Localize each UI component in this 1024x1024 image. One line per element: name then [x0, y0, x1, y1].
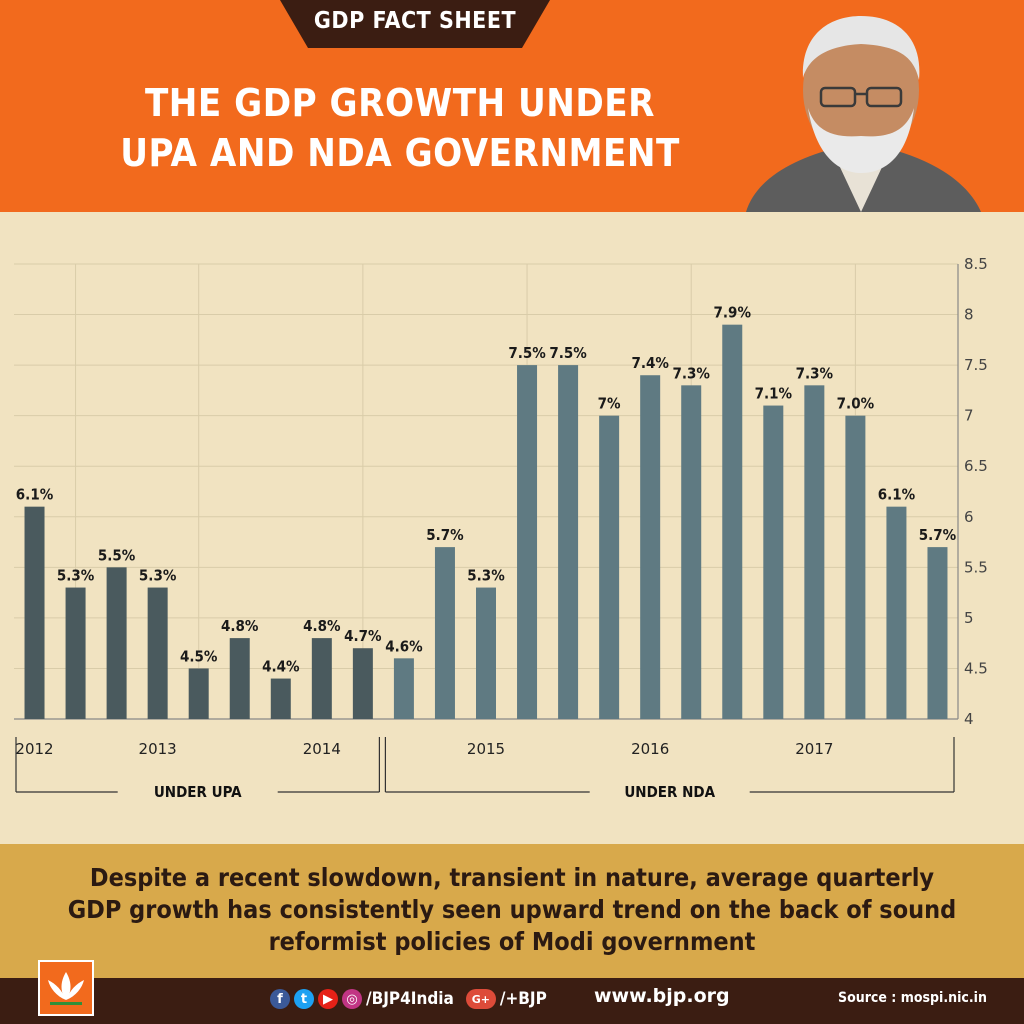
title-line-2: UPA AND NDA GOVERNMENT	[120, 131, 680, 175]
bar	[517, 365, 538, 719]
y-tick-label: 6.5	[964, 457, 988, 475]
y-tick-label: 8	[964, 306, 974, 324]
y-tick-label: 7.5	[964, 356, 988, 374]
google-plus-handle[interactable]: /+BJP	[499, 989, 547, 1009]
summary-text: Despite a recent slowdown, transient in …	[60, 862, 964, 958]
bar-data-label: 4.8%	[303, 617, 341, 635]
bar	[24, 506, 45, 719]
fact-sheet-label: GDP FACT SHEET	[313, 8, 517, 34]
bar-data-label: 7%	[598, 395, 621, 413]
footer-bar	[0, 978, 1024, 1024]
bar	[393, 658, 414, 719]
bar-data-label: 7.5%	[508, 344, 546, 362]
bar-data-label: 4.8%	[221, 617, 259, 635]
year-label: 2016	[631, 740, 669, 758]
gdp-bar-chart: 8.587.576.565.554.546.1%5.3%5.5%5.3%4.5%…	[14, 255, 988, 801]
bar	[188, 668, 209, 719]
bar-data-label: 7.3%	[672, 364, 710, 382]
group-label: UNDER UPA	[154, 783, 242, 801]
title-line-1: THE GDP GROWTH UNDER	[144, 81, 655, 125]
tab-shape	[280, 0, 550, 48]
y-tick-label: 8.5	[964, 255, 988, 273]
bar	[65, 587, 86, 719]
bar-data-label: 6.1%	[16, 486, 54, 504]
bar-data-label: 7.5%	[549, 344, 587, 362]
year-label: 2015	[467, 740, 505, 758]
bar	[886, 506, 907, 719]
bar-data-label: 5.7%	[426, 526, 464, 544]
party-logo	[38, 960, 94, 1016]
year-label: 2012	[15, 740, 53, 758]
summary-band: Despite a recent slowdown, transient in …	[0, 844, 1024, 978]
bar-data-label: 5.5%	[98, 546, 136, 564]
summary-line-2: GDP growth has consistently seen upward …	[67, 895, 957, 924]
facebook-icon[interactable]: f	[270, 989, 290, 1009]
bar-data-label: 4.7%	[344, 627, 382, 645]
bar	[106, 567, 127, 719]
bar	[804, 385, 825, 719]
y-tick-label: 4.5	[964, 659, 988, 677]
y-tick-label: 5	[964, 609, 974, 627]
y-tick-label: 6	[964, 508, 974, 526]
fact-sheet-tab: GDP FACT SHEET	[280, 0, 550, 48]
year-label: 2013	[139, 740, 177, 758]
bar-data-label: 7.0%	[837, 395, 875, 413]
bar	[763, 405, 784, 719]
year-label: 2014	[303, 740, 341, 758]
y-tick-label: 7	[964, 407, 974, 425]
bar	[229, 638, 250, 719]
website-link[interactable]: www.bjp.org	[594, 985, 730, 1007]
bar	[352, 648, 373, 719]
source-credit: Source : mospi.nic.in	[838, 990, 987, 1006]
bar	[599, 415, 620, 719]
bar-data-label: 5.3%	[467, 567, 505, 585]
bar	[476, 587, 496, 719]
bar-data-label: 4.5%	[180, 647, 218, 665]
lotus-icon	[48, 972, 84, 1005]
y-tick-label: 4	[964, 710, 974, 728]
bar-data-label: 7.9%	[714, 304, 752, 322]
social-links: f t ▶ ◎ /BJP4India G+ /+BJP	[270, 987, 547, 1011]
twitter-icon[interactable]: t	[294, 989, 314, 1009]
bar-data-label: 4.4%	[262, 658, 300, 676]
bar-data-label: 7.3%	[796, 364, 834, 382]
bar	[270, 678, 291, 719]
instagram-icon[interactable]: ◎	[342, 989, 362, 1009]
page-title: THE GDP GROWTH UNDER UPA AND NDA GOVERNM…	[120, 78, 680, 178]
header-banner: GDP FACT SHEET THE GDP GROWTH UNDER UPA …	[0, 0, 1024, 212]
bar-data-label: 4.6%	[385, 637, 423, 655]
bar	[311, 638, 332, 719]
youtube-icon[interactable]: ▶	[318, 989, 338, 1009]
bar-data-label: 5.3%	[139, 567, 177, 585]
social-handle[interactable]: /BJP4India	[366, 989, 454, 1009]
bar	[640, 375, 661, 719]
google-plus-icon[interactable]: G+	[465, 989, 496, 1009]
summary-line-3: reformist policies of Modi government	[268, 927, 756, 956]
bar-data-label: 5.7%	[919, 526, 957, 544]
bar-data-label: 7.1%	[755, 385, 793, 403]
year-label: 2017	[795, 740, 833, 758]
bar-data-label: 6.1%	[878, 486, 916, 504]
portrait-image	[746, 16, 981, 212]
bar-data-label: 5.3%	[57, 567, 95, 585]
bar-data-label: 7.4%	[631, 354, 669, 372]
bar	[434, 547, 455, 719]
bar	[722, 324, 743, 719]
bar	[558, 365, 579, 719]
bar	[927, 547, 948, 719]
summary-line-1: Despite a recent slowdown, transient in …	[89, 863, 935, 892]
bar	[845, 415, 866, 719]
bar	[681, 385, 702, 719]
y-tick-label: 5.5	[964, 558, 988, 576]
bar	[147, 587, 168, 719]
group-label: UNDER NDA	[624, 783, 715, 801]
